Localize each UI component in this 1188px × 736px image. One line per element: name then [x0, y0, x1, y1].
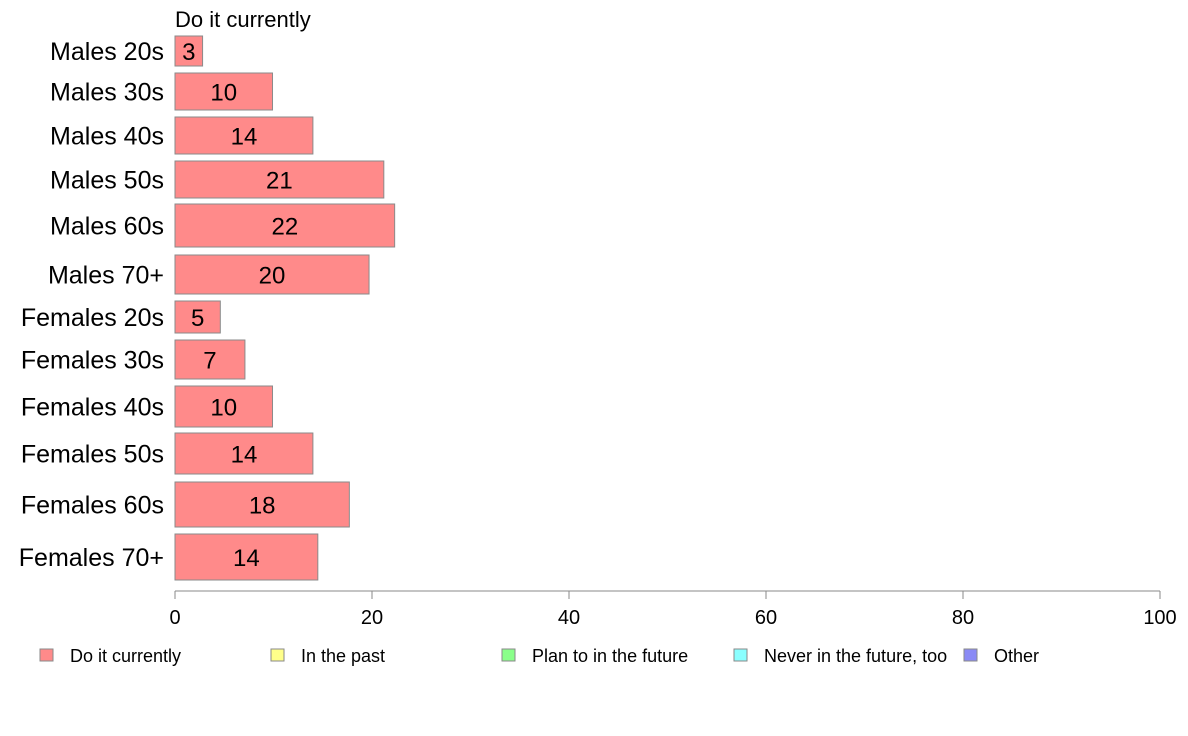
bars-group: Males 20s 3 Males 30s 10 Males 40s 14 Males 50…	[19, 35, 396, 581]
bar	[174, 254, 370, 295]
category-label: Males 40s	[50, 123, 164, 151]
x-axis: 0 20 40 60 80 100	[169, 590, 1177, 629]
value-label: 14	[231, 124, 258, 151]
value-label: 3	[182, 39, 195, 66]
category-label: Males 30s	[50, 79, 164, 107]
category-label: Females 50s	[21, 441, 164, 469]
legend-swatch	[501, 648, 516, 662]
bar	[174, 35, 204, 67]
x-tick-label: 0	[169, 607, 180, 629]
legend-label: In the past	[301, 646, 385, 666]
value-label: 22	[271, 214, 298, 241]
category-label: Males 60s	[50, 213, 164, 241]
legend-swatch	[963, 648, 978, 662]
category-label: Males 70+	[48, 262, 164, 290]
bar	[174, 203, 396, 248]
bar	[174, 481, 350, 528]
value-label: 7	[203, 348, 216, 375]
legend-label: Plan to in the future	[532, 646, 688, 666]
value-label: 14	[231, 442, 258, 469]
value-label: 21	[266, 168, 293, 195]
category-label: Males 50s	[50, 167, 164, 195]
bar	[174, 533, 319, 581]
bar	[174, 160, 385, 199]
bar	[174, 116, 314, 155]
legend-swatch	[733, 648, 748, 662]
category-label: Males 20s	[50, 38, 164, 66]
x-tick-label: 20	[361, 607, 383, 629]
value-label: 10	[210, 395, 237, 422]
category-label: Females 60s	[21, 492, 164, 520]
category-label: Females 30s	[21, 347, 164, 375]
legend-label: Do it currently	[70, 646, 181, 666]
legend-swatch	[39, 648, 54, 662]
bar	[174, 300, 221, 334]
category-label: Females 40s	[21, 394, 164, 422]
bar	[174, 72, 274, 111]
legend-label: Never in the future, too	[764, 646, 947, 666]
bar	[174, 385, 274, 428]
bar	[174, 339, 246, 380]
legend-label: Other	[994, 646, 1039, 666]
x-tick-label: 40	[558, 607, 580, 629]
legend: Do it currently In the past Plan to in the…	[39, 646, 1039, 666]
value-label: 10	[210, 80, 237, 107]
bar	[174, 432, 314, 475]
legend-swatch	[270, 648, 285, 662]
x-tick-label: 100	[1143, 607, 1176, 629]
x-tick-label: 60	[755, 607, 777, 629]
value-label: 20	[259, 263, 286, 290]
value-label: 18	[249, 493, 276, 520]
category-label: Females 20s	[21, 304, 164, 332]
value-label: 14	[233, 545, 260, 572]
value-label: 5	[191, 305, 204, 332]
panel-title: Do it currently	[175, 7, 311, 32]
category-label: Females 70+	[19, 544, 164, 572]
x-tick-label: 80	[952, 607, 974, 629]
